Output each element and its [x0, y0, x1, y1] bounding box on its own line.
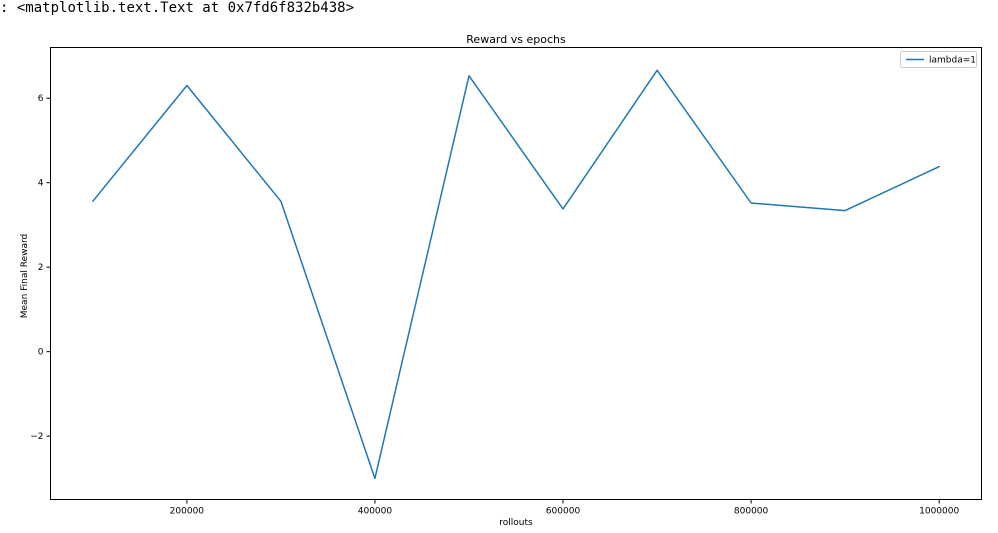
legend: lambda=1	[900, 51, 977, 68]
cell-output: : <matplotlib.text.Text at 0x7fd6f832b43…	[0, 0, 354, 16]
output-prompt: :	[0, 0, 9, 16]
x-axis: 200000 400000 600000 800000 1000000	[170, 499, 959, 517]
y-tick-label: −2	[30, 432, 43, 442]
x-axis-label: rollouts	[499, 518, 533, 528]
x-tick-label: 600000	[546, 507, 581, 517]
series-layer	[92, 69, 940, 480]
y-axis: −2 0 2 4 6	[30, 94, 51, 442]
plot-area	[50, 47, 982, 500]
y-tick-label: 6	[38, 94, 44, 104]
x-tick-label: 400000	[358, 507, 393, 517]
y-tick-label: 0	[38, 348, 44, 358]
y-tick-label: 2	[38, 263, 44, 273]
series-line	[92, 69, 940, 480]
x-tick-label: 800000	[734, 507, 769, 517]
x-tick-label: 1000000	[919, 507, 959, 517]
chart-title: Reward vs epochs	[466, 33, 566, 46]
y-tick-label: 4	[38, 179, 44, 189]
legend-label: lambda=1	[929, 56, 976, 66]
output-repr: <matplotlib.text.Text at 0x7fd6f832b438>	[16, 0, 355, 16]
legend-box	[900, 51, 977, 68]
y-axis-label: Mean Final Reward	[20, 234, 30, 319]
x-tick-label: 200000	[170, 507, 205, 517]
